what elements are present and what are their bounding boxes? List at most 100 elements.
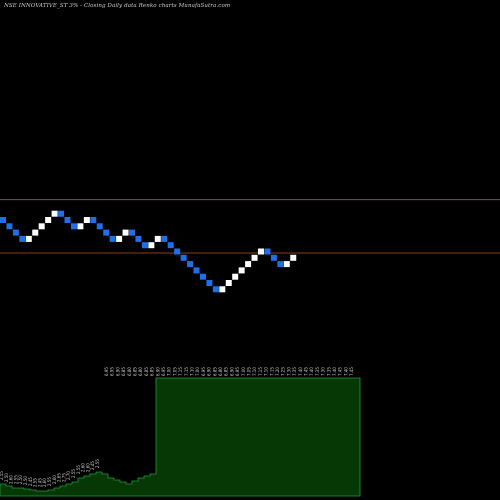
renko-brick-down xyxy=(6,223,13,230)
renko-brick-up xyxy=(283,261,290,268)
price-label: 2.55 xyxy=(47,477,52,486)
price-label: 2.45 xyxy=(90,461,95,470)
renko-brick-down xyxy=(109,235,116,242)
renko-brick-down xyxy=(193,267,200,274)
renko-brick-down xyxy=(141,242,148,249)
price-label: 7.00 xyxy=(241,367,246,376)
renko-brick-down xyxy=(12,229,19,236)
renko-brick-up xyxy=(258,248,264,255)
price-label: 7.40 xyxy=(309,367,314,376)
renko-brick-down xyxy=(264,248,271,255)
renko-brick-down xyxy=(96,223,103,230)
price-label: 2.60 xyxy=(81,463,86,472)
price-label: 6.85 xyxy=(224,367,229,376)
renko-brick-down xyxy=(129,229,135,236)
renko-brick-down xyxy=(135,235,142,242)
price-label: 7.10 xyxy=(252,367,257,376)
price-label: 7.20 xyxy=(275,367,280,376)
renko-brick-up xyxy=(38,223,45,230)
renko-brick-up xyxy=(77,223,84,230)
price-label: 6.85 xyxy=(133,367,138,376)
price-label: 7.00 xyxy=(195,367,200,376)
price-label: 2.60 xyxy=(85,463,90,472)
price-label: 7.15 xyxy=(184,367,189,376)
price-label: 7.05 xyxy=(247,367,252,376)
price-label: 6.95 xyxy=(110,367,115,376)
price-label: 7.15 xyxy=(178,367,183,376)
price-label: 6.85 xyxy=(150,367,155,376)
price-label: 2.70 xyxy=(66,471,71,480)
renko-brick-up xyxy=(122,229,129,236)
renko-brick-down xyxy=(19,235,26,242)
price-label: 6.80 xyxy=(127,367,132,376)
price-label: 6.90 xyxy=(207,367,212,376)
renko-brick-down xyxy=(187,261,194,268)
renko-brick-down xyxy=(90,217,97,223)
price-label: 6.85 xyxy=(212,367,217,376)
price-label: 2.55 xyxy=(33,478,38,487)
price-label: 2.55 xyxy=(0,471,4,480)
renko-brick-up xyxy=(232,273,239,280)
renko-brick-up xyxy=(45,217,52,223)
price-label: 7.05 xyxy=(172,367,177,376)
price-label: 2.50 xyxy=(4,473,9,482)
price-label: 6.90 xyxy=(229,367,234,376)
price-label: 7.30 xyxy=(321,367,326,376)
renko-brick-down xyxy=(277,261,284,268)
price-label: 7.45 xyxy=(338,367,343,376)
renko-brick-down xyxy=(0,217,6,223)
renko-brick-up xyxy=(225,280,232,286)
price-label: 2.75 xyxy=(61,473,66,482)
price-label: 2.55 xyxy=(13,475,18,484)
renko-brick-down xyxy=(212,286,219,293)
price-label: 6.95 xyxy=(201,367,206,376)
price-label: 7.00 xyxy=(167,367,172,376)
price-label: 7.15 xyxy=(269,367,274,376)
renko-brick-down xyxy=(199,273,206,280)
chart-title: NSE INNOVATIVE_ST 3% - Closing Daily dat… xyxy=(4,3,231,9)
price-label: 7.40 xyxy=(332,367,337,376)
price-label: 7.35 xyxy=(315,367,320,376)
renko-brick-up xyxy=(148,242,155,249)
renko-brick-up xyxy=(245,261,252,268)
renko-brick-down xyxy=(206,280,213,286)
price-label: 2.60 xyxy=(9,475,14,484)
renko-brick-up xyxy=(51,210,58,217)
price-label: 6.90 xyxy=(155,367,160,376)
renko-brick-up xyxy=(25,235,32,242)
renko-brick-down xyxy=(70,223,77,230)
price-label: 2.50 xyxy=(18,475,23,484)
price-label: 2.60 xyxy=(52,475,57,484)
renko-brick-down xyxy=(58,210,65,217)
price-label: 7.35 xyxy=(292,367,297,376)
renko-brick-down xyxy=(174,248,181,255)
renko-brick-up xyxy=(32,229,39,236)
price-label: 2.45 xyxy=(28,477,33,486)
price-label: 7.30 xyxy=(286,367,291,376)
renko-brick-down xyxy=(180,254,187,261)
price-label: 6.80 xyxy=(218,367,223,376)
price-label: 6.80 xyxy=(138,367,143,376)
renko-brick-down xyxy=(64,217,71,223)
price-label: 6.90 xyxy=(115,367,120,376)
renko-brick-down xyxy=(167,242,174,249)
price-label: 7.45 xyxy=(349,367,354,376)
price-label: 2.55 xyxy=(76,465,81,474)
price-label: 2.50 xyxy=(23,476,28,485)
price-label: 6.85 xyxy=(144,367,149,376)
renko-brick-up xyxy=(290,254,297,261)
price-label: 2.60 xyxy=(42,478,47,487)
renko-brick-down xyxy=(270,254,277,261)
price-label: 2.55 xyxy=(71,469,76,478)
renko-brick-down xyxy=(161,235,168,242)
price-label: 7.40 xyxy=(343,367,348,376)
price-label: 7.10 xyxy=(264,367,269,376)
renko-brick-up xyxy=(83,217,90,223)
price-label: 6.95 xyxy=(235,367,240,376)
price-label: 2.65 xyxy=(57,473,62,482)
price-label: 6.85 xyxy=(121,367,126,376)
renko-brick-up xyxy=(238,267,245,274)
renko-brick-up xyxy=(154,235,161,242)
